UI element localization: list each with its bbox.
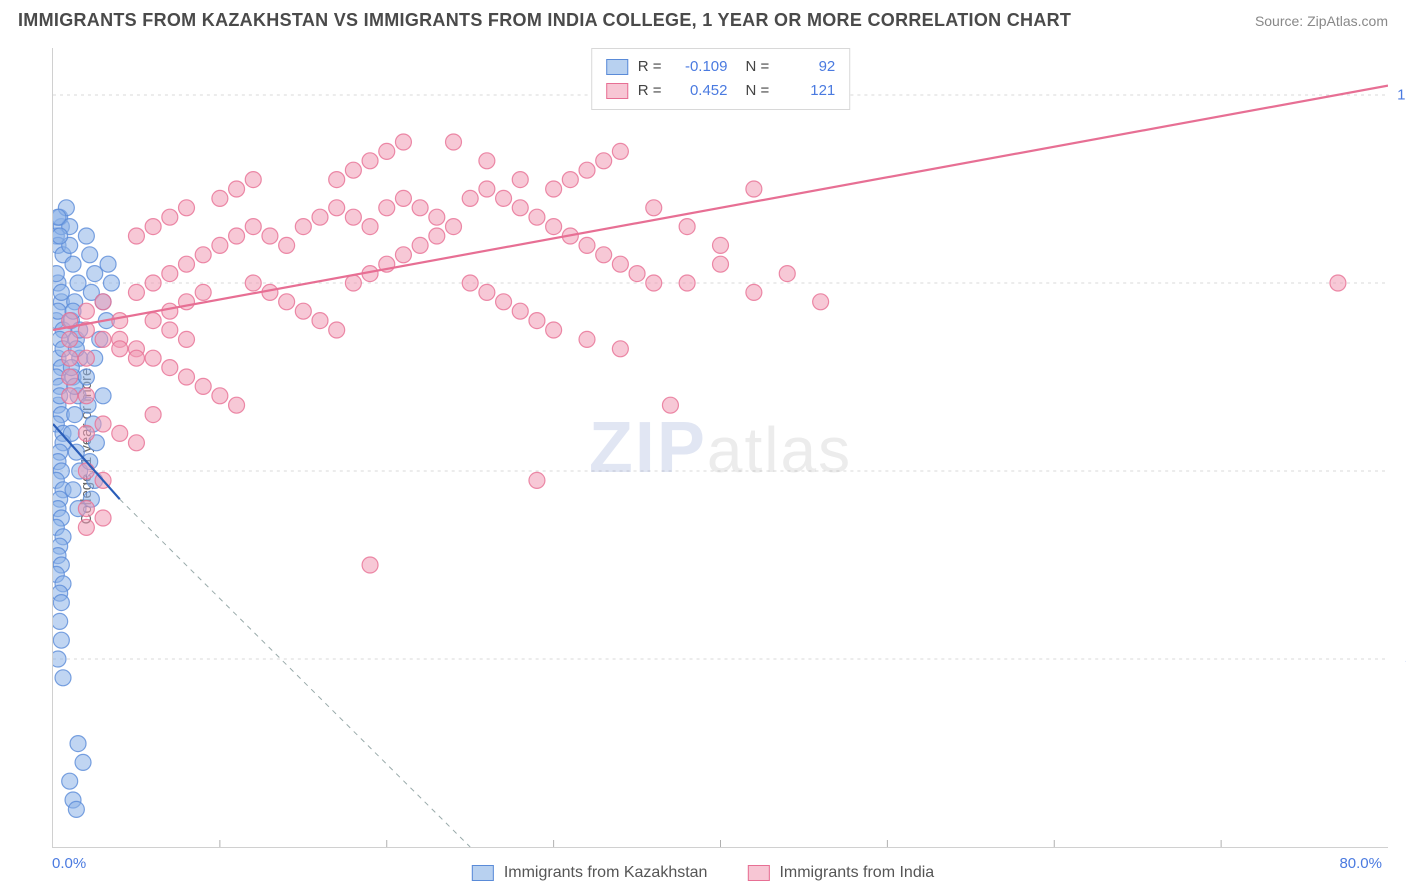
r-value: 0.452 bbox=[672, 79, 728, 103]
n-value: 92 bbox=[779, 55, 835, 79]
n-value: 121 bbox=[779, 79, 835, 103]
legend-swatch bbox=[747, 865, 769, 881]
x-origin-label: 0.0% bbox=[52, 855, 86, 872]
legend-swatch bbox=[606, 83, 628, 99]
plot-area: ZIPatlas 40.0%60.0%80.0%100.0% R =-0.109… bbox=[52, 48, 1388, 848]
x-end-label: 80.0% bbox=[1339, 855, 1382, 872]
r-label: R = bbox=[638, 55, 662, 79]
scatter-svg bbox=[53, 48, 1388, 847]
r-label: R = bbox=[638, 79, 662, 103]
legend-swatch bbox=[606, 59, 628, 75]
legend-label: Immigrants from India bbox=[779, 864, 934, 882]
chart-source: Source: ZipAtlas.com bbox=[1255, 13, 1388, 29]
n-label: N = bbox=[746, 55, 770, 79]
legend-stats-row: R = 0.452 N = 121 bbox=[606, 79, 836, 103]
r-value: -0.109 bbox=[672, 55, 728, 79]
legend-bottom: Immigrants from Kazakhstan Immigrants fro… bbox=[472, 864, 934, 882]
legend-item: Immigrants from Kazakhstan bbox=[472, 864, 708, 882]
chart-title: IMMIGRANTS FROM KAZAKHSTAN VS IMMIGRANTS… bbox=[18, 10, 1071, 31]
legend-stats: R = -0.109 N = 92 R = 0.452 N = 121 bbox=[591, 48, 851, 110]
legend-swatch bbox=[472, 865, 494, 881]
chart-header: IMMIGRANTS FROM KAZAKHSTAN VS IMMIGRANTS… bbox=[18, 10, 1388, 31]
legend-label: Immigrants from Kazakhstan bbox=[504, 864, 708, 882]
y-tick-label: 100.0% bbox=[1397, 87, 1406, 104]
n-label: N = bbox=[746, 79, 770, 103]
legend-stats-row: R = -0.109 N = 92 bbox=[606, 55, 836, 79]
legend-item: Immigrants from India bbox=[747, 864, 934, 882]
plot-container: ZIPatlas 40.0%60.0%80.0%100.0% R =-0.109… bbox=[52, 48, 1388, 848]
